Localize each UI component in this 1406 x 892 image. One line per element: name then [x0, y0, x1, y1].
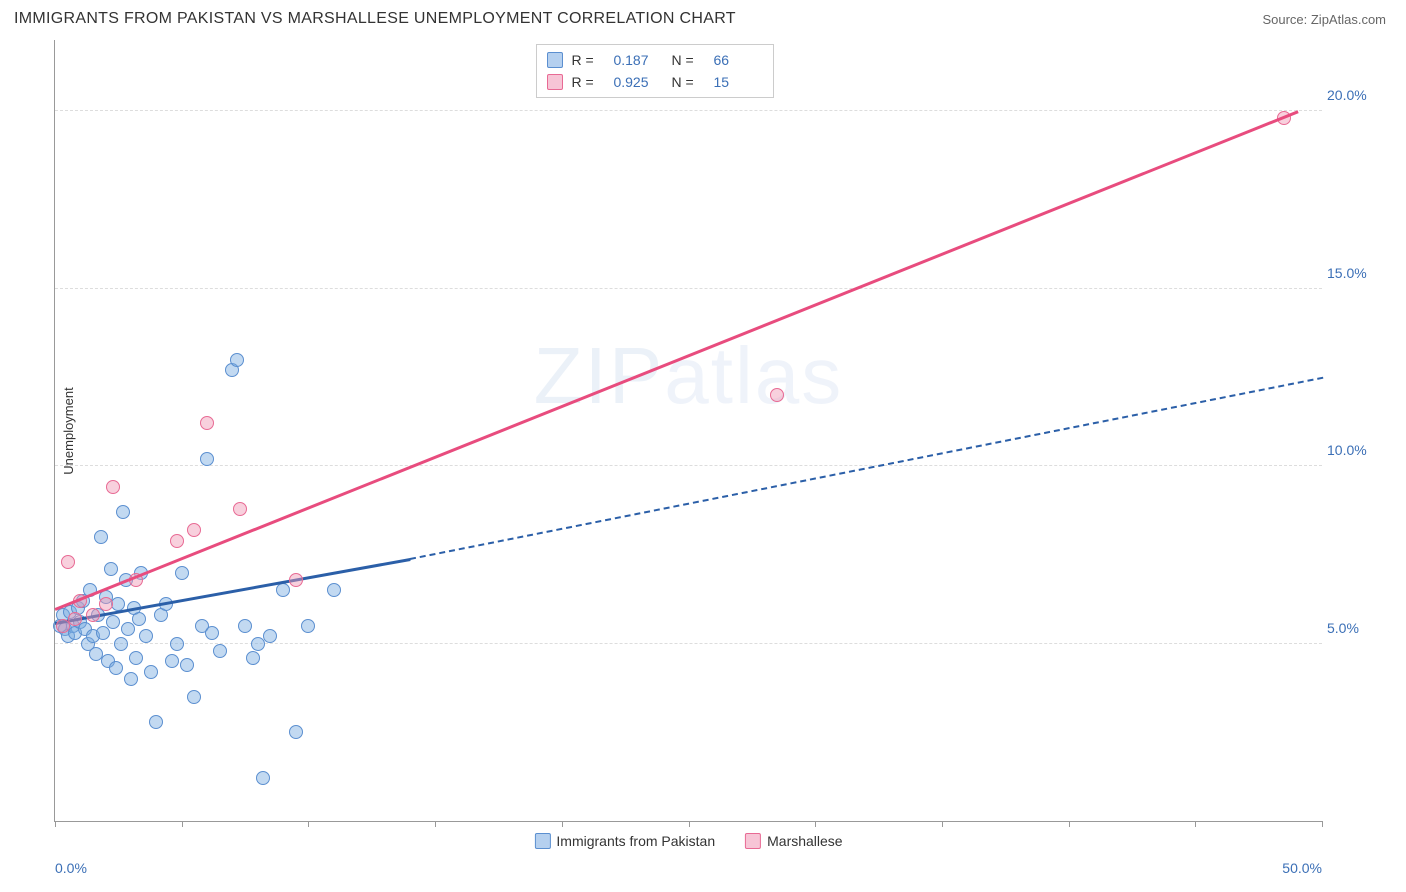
gridline-h [55, 288, 1322, 289]
data-point [301, 619, 315, 633]
legend-swatch [547, 52, 563, 68]
data-point [327, 583, 341, 597]
gridline-h [55, 465, 1322, 466]
x-tick [308, 821, 309, 827]
legend-r-label: R = [571, 74, 605, 90]
data-point [238, 619, 252, 633]
x-tick [562, 821, 563, 827]
data-point [230, 353, 244, 367]
data-point [99, 597, 113, 611]
chart-source: Source: ZipAtlas.com [1262, 12, 1386, 27]
data-point [124, 672, 138, 686]
y-tick-label: 20.0% [1327, 87, 1382, 103]
x-tick-label: 0.0% [55, 860, 87, 876]
trend-line-extrapolated [410, 377, 1323, 560]
x-tick [182, 821, 183, 827]
data-point [132, 612, 146, 626]
legend-r-value: 0.187 [613, 52, 663, 68]
legend-row: R = 0.187 N = 66 [547, 49, 763, 71]
data-point [263, 629, 277, 643]
data-point [139, 629, 153, 643]
plot-area: Unemployment ZIPatlas R = 0.187 N = 66 R = 0.… [54, 40, 1322, 822]
data-point [200, 452, 214, 466]
data-point [96, 626, 110, 640]
data-point [170, 637, 184, 651]
data-point [121, 622, 135, 636]
data-point [106, 615, 120, 629]
chart-header: IMMIGRANTS FROM PAKISTAN VS MARSHALLESE … [0, 0, 1406, 33]
data-point [114, 637, 128, 651]
data-point [129, 651, 143, 665]
data-point [165, 654, 179, 668]
chart-title: IMMIGRANTS FROM PAKISTAN VS MARSHALLESE … [14, 10, 736, 28]
data-point [94, 530, 108, 544]
y-tick-label: 15.0% [1327, 265, 1382, 281]
x-tick [1195, 821, 1196, 827]
data-point [246, 651, 260, 665]
data-point [56, 619, 70, 633]
data-point [109, 661, 123, 675]
data-point [251, 637, 265, 651]
data-point [233, 502, 247, 516]
x-tick [689, 821, 690, 827]
x-tick-label: 50.0% [1282, 860, 1322, 876]
y-tick-label: 10.0% [1327, 442, 1382, 458]
data-point [276, 583, 290, 597]
data-point [205, 626, 219, 640]
legend-r-value: 0.925 [613, 74, 663, 90]
data-point [116, 505, 130, 519]
data-point [213, 644, 227, 658]
legend-swatch [534, 833, 550, 849]
legend-swatch [547, 74, 563, 90]
x-tick [942, 821, 943, 827]
series-legend-label: Immigrants from Pakistan [556, 833, 715, 849]
legend-n-label: N = [671, 52, 705, 68]
data-point [68, 612, 82, 626]
legend-n-label: N = [671, 74, 705, 90]
legend-swatch [745, 833, 761, 849]
x-tick [435, 821, 436, 827]
legend-n-value: 15 [713, 74, 763, 90]
legend-row: R = 0.925 N = 15 [547, 71, 763, 93]
data-point [187, 690, 201, 704]
data-point [86, 608, 100, 622]
legend-n-value: 66 [713, 52, 763, 68]
data-point [180, 658, 194, 672]
data-point [104, 562, 118, 576]
x-tick [815, 821, 816, 827]
data-point [200, 416, 214, 430]
y-tick-label: 5.0% [1327, 620, 1382, 636]
y-axis-label: Unemployment [61, 387, 76, 474]
gridline-h [55, 110, 1322, 111]
x-tick [55, 821, 56, 827]
data-point [770, 388, 784, 402]
correlation-legend: R = 0.187 N = 66 R = 0.925 N = 15 [536, 44, 774, 98]
legend-r-label: R = [571, 52, 605, 68]
x-tick [1322, 821, 1323, 827]
data-point [61, 555, 75, 569]
data-point [106, 480, 120, 494]
series-legend-label: Marshallese [767, 833, 842, 849]
gridline-h [55, 643, 1322, 644]
data-point [170, 534, 184, 548]
x-tick [1069, 821, 1070, 827]
data-point [175, 566, 189, 580]
data-point [187, 523, 201, 537]
series-legend: Immigrants from Pakistan Marshallese [534, 833, 842, 849]
chart-container: Unemployment ZIPatlas R = 0.187 N = 66 R = 0.… [14, 40, 1392, 882]
watermark: ZIPatlas [534, 330, 843, 422]
data-point [289, 725, 303, 739]
data-point [144, 665, 158, 679]
series-legend-item: Marshallese [745, 833, 842, 849]
data-point [289, 573, 303, 587]
series-legend-item: Immigrants from Pakistan [534, 833, 715, 849]
data-point [149, 715, 163, 729]
data-point [256, 771, 270, 785]
